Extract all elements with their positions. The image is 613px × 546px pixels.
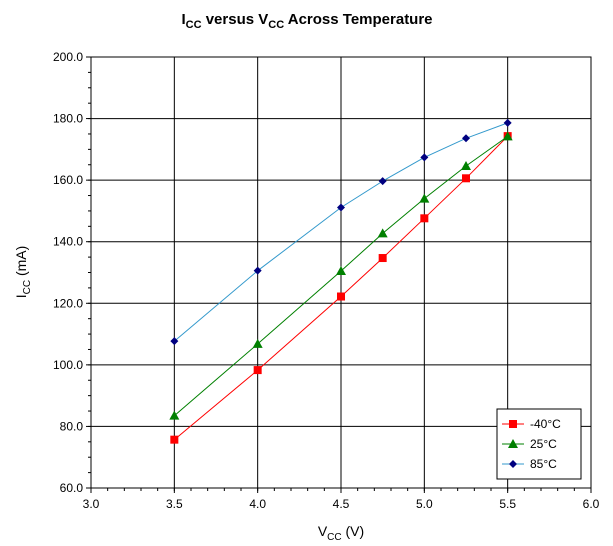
series-layer: [169, 118, 513, 444]
data-point: [169, 410, 180, 420]
data-point: [420, 153, 429, 162]
data-point: [461, 160, 471, 170]
data-point: [336, 265, 346, 275]
title-subscript-2: CC: [268, 19, 284, 31]
data-point: [253, 366, 262, 375]
y-tick-label: 180.0: [53, 112, 83, 126]
x-tick-label: 5.0: [416, 497, 433, 511]
legend-item: 25°C: [502, 437, 557, 451]
x-label-rest: (V): [342, 523, 365, 539]
legend-label: 25°C: [530, 437, 557, 451]
series-3: [170, 118, 512, 346]
x-tick-label: 4.0: [249, 497, 266, 511]
y-tick-label: 60.0: [60, 481, 84, 495]
x-tick-label: 3.5: [166, 497, 183, 511]
x-tick-label: 4.5: [333, 497, 350, 511]
series-2: [169, 131, 513, 420]
tick-labels: 3.0 3.5 4.0 4.5 5.0 5.5 6.0 60.0 80.0 100.0 120.0 1…: [53, 50, 600, 511]
y-tick-label: 100.0: [53, 358, 83, 372]
data-point: [378, 177, 387, 186]
legend: -40°C 25°C 85°C: [496, 408, 582, 480]
data-point: [420, 214, 429, 223]
title-part-3: Across Temperature: [284, 11, 432, 28]
title-subscript-1: CC: [186, 19, 202, 31]
data-point: [252, 338, 263, 348]
y-tick-label: 160.0: [53, 173, 83, 187]
x-tick-label: 5.5: [499, 497, 516, 511]
y-label-subscript: CC: [22, 280, 33, 294]
legend-item: 85°C: [502, 457, 557, 471]
legend-item: -40°C: [502, 417, 561, 431]
y-label-main: I: [13, 294, 29, 298]
legend-marker: [509, 420, 517, 428]
y-tick-label: 140.0: [53, 235, 83, 249]
data-point: [170, 337, 179, 346]
legend-label: 85°C: [530, 457, 557, 471]
data-point: [337, 203, 345, 212]
data-point: [253, 266, 262, 275]
data-point: [419, 193, 430, 203]
x-label-main: V: [318, 523, 328, 539]
data-point: [503, 118, 512, 127]
data-point: [337, 292, 345, 301]
legend-marker: [508, 439, 518, 448]
data-point: [462, 134, 470, 143]
title-part-1: I: [181, 11, 185, 28]
data-point: [170, 435, 179, 444]
y-tick-label: 200.0: [53, 50, 83, 64]
x-tick-label: 6.0: [583, 497, 600, 511]
title-part-2: versus V: [202, 11, 269, 28]
y-label-rest: (mA): [13, 246, 29, 280]
y-tick-label: 120.0: [53, 296, 83, 310]
plot-area-frame: [90, 56, 592, 489]
data-point: [378, 254, 387, 263]
x-tick-label: 3.0: [83, 497, 100, 511]
x-axis-label: VCC (V): [318, 523, 364, 543]
y-axis-label: ICC (mA): [13, 246, 33, 299]
legend-label: -40°C: [530, 417, 561, 431]
data-point: [502, 131, 513, 141]
x-label-subscript: CC: [327, 532, 341, 543]
chart-title: ICC versus VCC Across Temperature: [181, 11, 432, 31]
data-point: [377, 228, 388, 238]
data-point: [462, 174, 470, 183]
y-tick-label: 80.0: [60, 419, 84, 433]
legend-marker: [509, 460, 517, 468]
